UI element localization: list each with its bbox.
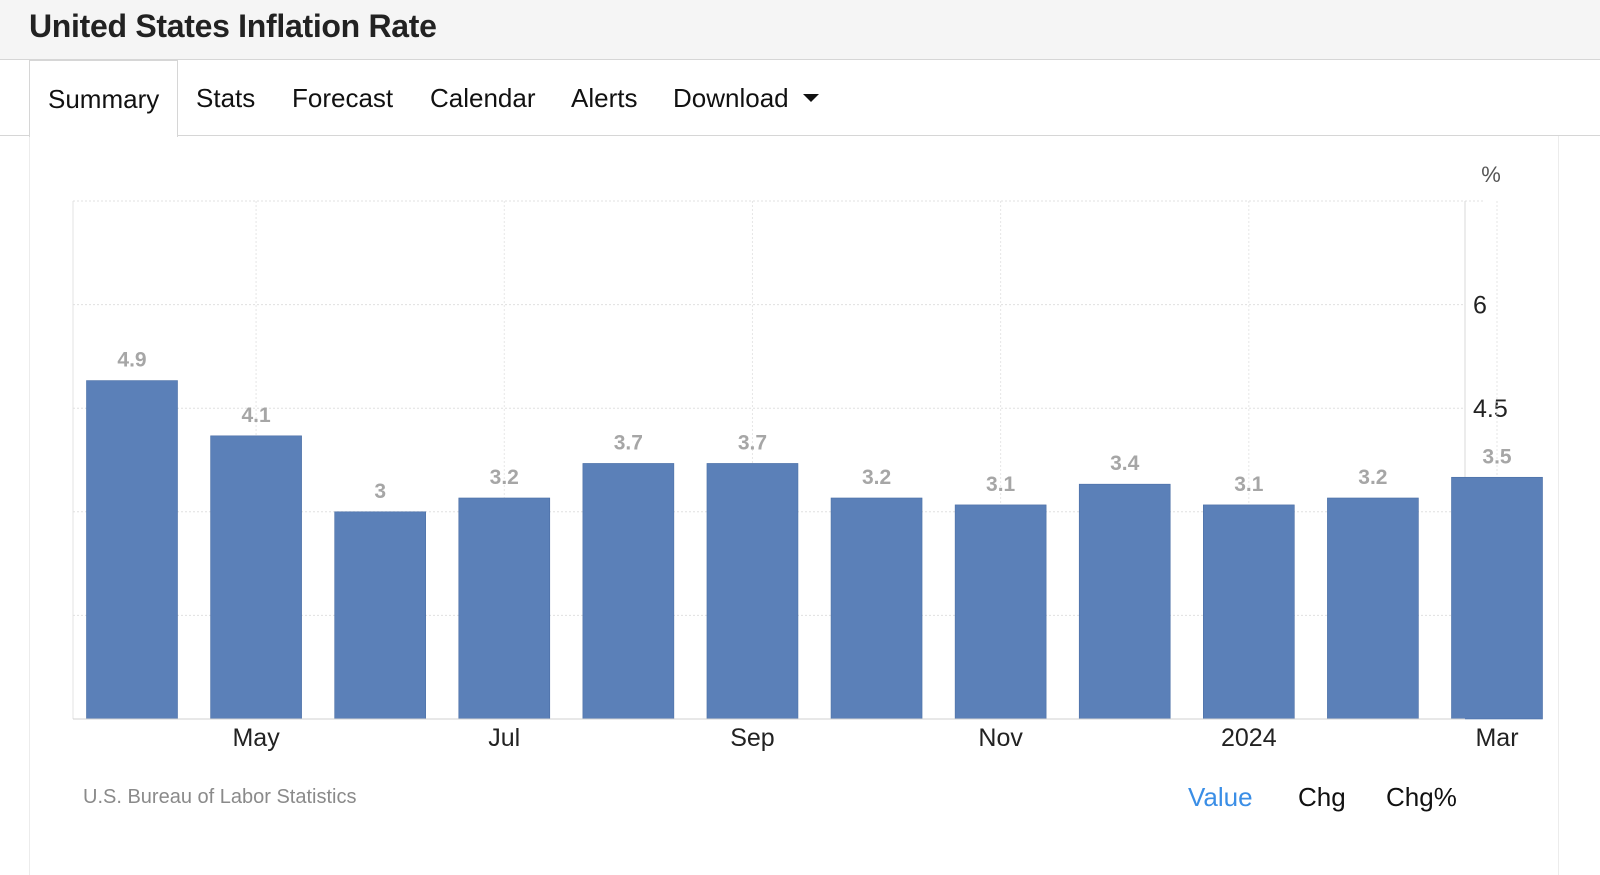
tab-bar-divider: [0, 135, 1600, 136]
bar: [954, 504, 1047, 720]
tab-alerts[interactable]: Alerts: [571, 60, 637, 136]
chart-source: U.S. Bureau of Labor Statistics: [83, 786, 357, 808]
toggle-value[interactable]: Value: [1188, 782, 1253, 812]
data-label: 3.4: [1110, 452, 1140, 475]
tab-forecast[interactable]: Forecast: [292, 60, 393, 136]
bar: [582, 463, 675, 720]
bar: [86, 380, 178, 720]
data-label: 3.7: [738, 431, 767, 454]
bar: [706, 463, 799, 720]
inflation-bar-chart: 1.534.56MayJulSepNov2024Mar4.94.133.23.7…: [72, 162, 1543, 752]
tab-stats-label: Stats: [196, 83, 256, 113]
chart-panel: [29, 136, 1559, 875]
x-tick-label: Jul: [488, 724, 520, 752]
page-header: United States Inflation Rate: [0, 0, 1600, 60]
x-tick-label: Sep: [730, 724, 774, 752]
tab-forecast-label: Forecast: [292, 83, 394, 113]
tab-alerts-label: Alerts: [571, 83, 638, 113]
x-tick-label: Mar: [1475, 724, 1518, 752]
toggle-chg-percent[interactable]: Chg%: [1386, 782, 1457, 812]
tab-bar: Summary Stats Forecast Calendar Alerts D…: [0, 60, 1600, 137]
bar: [1203, 504, 1295, 720]
bar: [334, 511, 426, 720]
data-label: 3.2: [1358, 466, 1387, 489]
data-label: 3.2: [490, 466, 519, 489]
tab-download[interactable]: Download: [673, 60, 819, 136]
bar: [210, 435, 302, 720]
toggle-chg[interactable]: Chg: [1298, 782, 1346, 812]
data-label: 3.5: [1482, 445, 1512, 468]
bar: [1327, 497, 1419, 720]
tab-stats[interactable]: Stats: [196, 60, 255, 136]
y-unit-label: %: [1481, 162, 1501, 187]
y-tick-label: 6: [1473, 292, 1487, 320]
data-label: 3.2: [862, 466, 891, 489]
data-label: 4.1: [241, 404, 271, 427]
data-label: 3: [374, 480, 386, 503]
data-label: 3.1: [986, 473, 1016, 496]
tab-download-label: Download: [673, 83, 789, 113]
data-label: 3.1: [1234, 473, 1264, 496]
bar: [1451, 476, 1543, 720]
tab-summary[interactable]: Summary: [29, 60, 179, 137]
tab-summary-label: Summary: [48, 84, 160, 114]
bar: [830, 497, 923, 720]
bar: [458, 497, 551, 720]
x-tick-label: 2024: [1221, 724, 1277, 752]
tab-calendar-label: Calendar: [430, 83, 536, 113]
page-title: United States Inflation Rate: [29, 8, 437, 44]
data-label: 4.9: [117, 349, 146, 372]
chevron-down-icon: [802, 94, 819, 102]
data-label: 3.7: [614, 431, 643, 454]
x-tick-label: Nov: [978, 724, 1023, 752]
tab-calendar[interactable]: Calendar: [430, 60, 536, 136]
x-tick-label: May: [232, 724, 280, 752]
bar: [1078, 483, 1171, 720]
y-tick-label: 4.5: [1473, 395, 1508, 423]
